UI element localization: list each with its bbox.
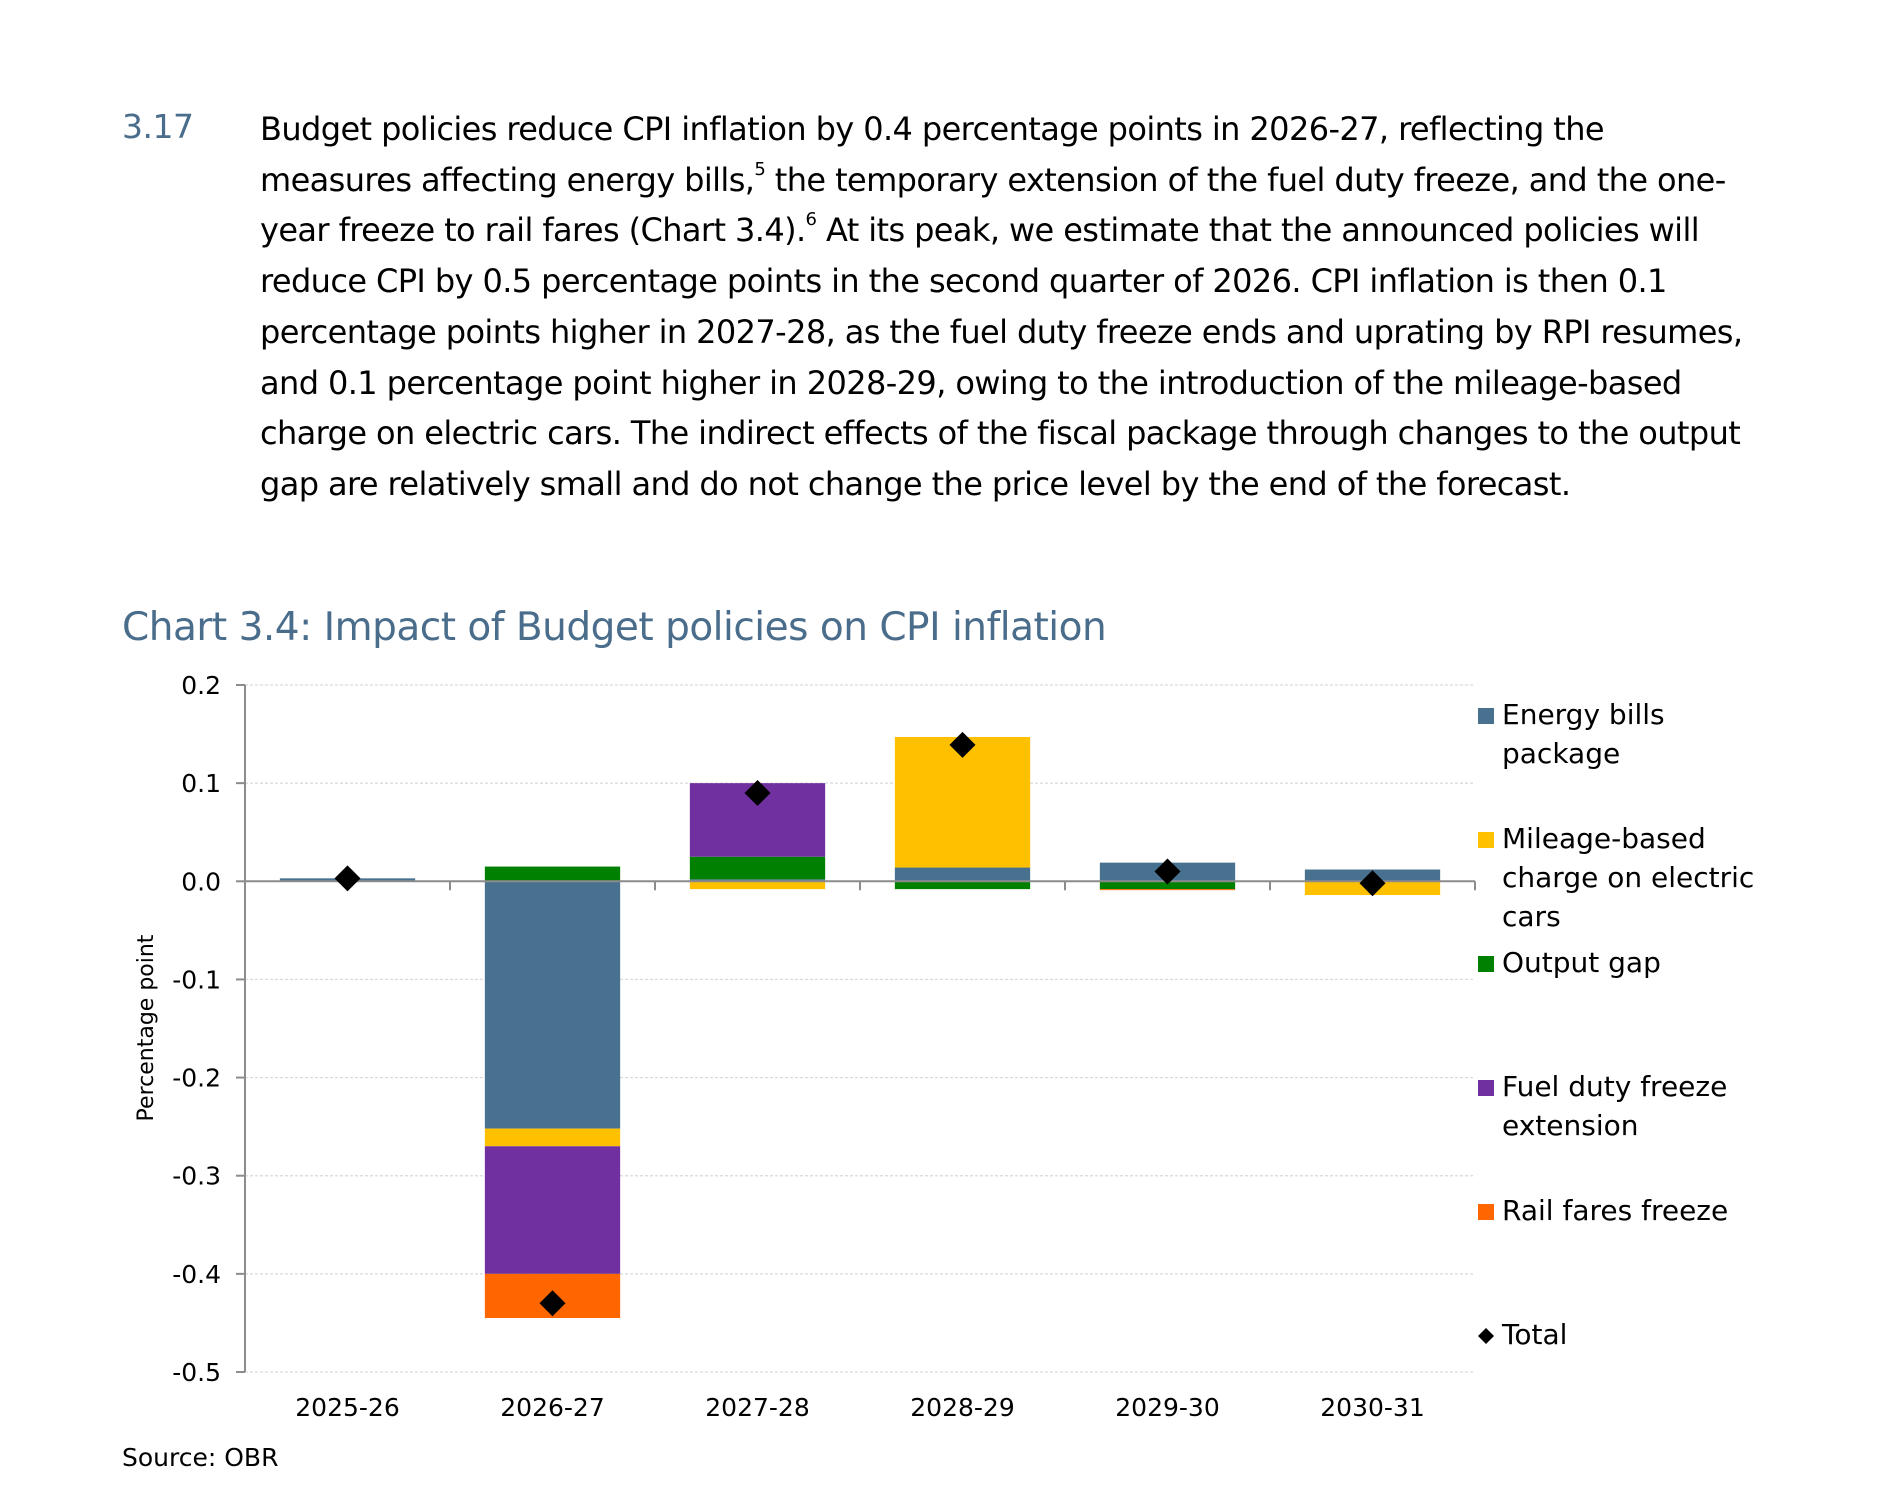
y-tick-label: 0.0 xyxy=(181,867,221,896)
total-markers xyxy=(334,731,1386,1317)
legend-swatch-icon xyxy=(1478,956,1494,972)
bars xyxy=(279,737,1441,1319)
y-tick-label: 0.1 xyxy=(181,769,221,798)
bar-segment xyxy=(1099,881,1236,890)
source-note: Source: OBR xyxy=(122,1443,279,1472)
legend-label: charge on electric xyxy=(1502,861,1754,894)
y-tick-label: -0.5 xyxy=(172,1358,221,1387)
legend-item: Mileage-based charge on electric cars xyxy=(1478,822,1754,933)
y-tick-label: -0.3 xyxy=(172,1162,221,1191)
bar-segment xyxy=(484,1128,621,1147)
legend-label: Total xyxy=(1501,1318,1567,1351)
legend-label: Energy bills xyxy=(1502,698,1665,731)
legend-label: Mileage-based xyxy=(1502,822,1706,855)
gridlines xyxy=(245,684,1475,1373)
x-tick-label: 2027-28 xyxy=(705,1393,809,1422)
legend-item: Fuel duty freeze extension xyxy=(1478,1070,1727,1142)
bar-segment xyxy=(689,856,826,880)
x-tick-label: 2026-27 xyxy=(500,1393,604,1422)
total-marker xyxy=(539,1290,566,1317)
total-marker xyxy=(334,865,361,892)
y-tick-label: -0.1 xyxy=(172,965,221,994)
legend-label: Output gap xyxy=(1502,946,1661,979)
y-axis-label: Percentage point xyxy=(134,934,159,1121)
legend-label: package xyxy=(1502,737,1620,770)
legend-item: Energy bills package xyxy=(1478,698,1665,770)
bar-segment xyxy=(894,737,1031,868)
legend: Energy bills package Mileage-based charge o… xyxy=(1478,698,1754,1351)
bar-segment xyxy=(894,867,1031,882)
footnote-ref[interactable]: 5 xyxy=(754,158,766,180)
x-tick-label: 2028-29 xyxy=(910,1393,1014,1422)
legend-swatch-icon xyxy=(1478,708,1494,724)
bar-segment xyxy=(1099,889,1236,891)
bar-segment xyxy=(689,881,826,890)
x-tick-label: 2030-31 xyxy=(1320,1393,1424,1422)
paragraph-segment: At its peak, we estimate that the announ… xyxy=(260,211,1743,503)
legend-label: Fuel duty freeze xyxy=(1502,1070,1727,1103)
legend-item: Rail fares freeze xyxy=(1478,1194,1728,1227)
paragraph-segment: the temporary extension of the fuel duty… xyxy=(260,160,1726,250)
bar-segment xyxy=(484,881,621,1129)
footnote-ref[interactable]: 6 xyxy=(805,209,817,231)
y-tick-label: -0.4 xyxy=(172,1260,221,1289)
legend-diamond-icon xyxy=(1478,1328,1494,1344)
paragraph-number: 3.17 xyxy=(122,107,194,146)
bar-segment xyxy=(484,1146,621,1274)
paragraph-text: Budget policies reduce CPI inflation by … xyxy=(260,104,1760,510)
legend-item: Total xyxy=(1478,1318,1567,1351)
paragraph-segment: Budget policies reduce CPI inflation by … xyxy=(260,110,1605,199)
total-marker xyxy=(744,779,771,806)
total-marker xyxy=(1154,858,1181,885)
legend-swatch-icon xyxy=(1478,1080,1494,1096)
legend-label: Rail fares freeze xyxy=(1502,1194,1728,1227)
tick-labels: 0.2 0.1 0.0 -0.1 -0.2 -0.3 -0.4 -0.5 2025-26 2026… xyxy=(172,671,1425,1422)
y-tick-label: -0.2 xyxy=(172,1064,221,1093)
bar-segment xyxy=(894,881,1031,890)
axes xyxy=(236,684,1476,1373)
total-marker xyxy=(949,731,976,758)
x-tick-label: 2029-30 xyxy=(1115,1393,1219,1422)
legend-swatch-icon xyxy=(1478,832,1494,848)
total-marker xyxy=(1359,870,1386,897)
legend-swatch-icon xyxy=(1478,1204,1494,1220)
bar-segment xyxy=(484,866,621,882)
y-tick-label: 0.2 xyxy=(181,671,221,700)
legend-label: extension xyxy=(1502,1109,1639,1142)
legend-item: Output gap xyxy=(1478,946,1661,979)
chart-title: Chart 3.4: Impact of Budget policies on … xyxy=(122,605,1107,650)
x-tick-label: 2025-26 xyxy=(295,1393,399,1422)
legend-label: cars xyxy=(1502,900,1561,933)
